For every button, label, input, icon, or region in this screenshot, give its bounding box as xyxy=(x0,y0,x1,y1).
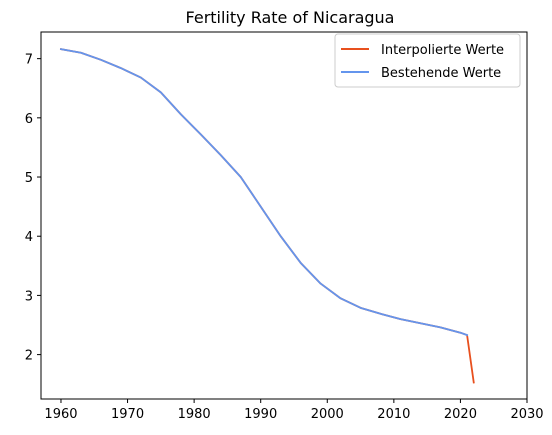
plot-frame xyxy=(40,31,528,400)
x-tick-label: 2030 xyxy=(510,407,543,422)
x-tick-label: 1970 xyxy=(111,407,144,422)
series-line-bestehende-werte xyxy=(59,48,469,337)
x-tick-label: 2020 xyxy=(444,407,477,422)
y-tick-label: 5 xyxy=(25,171,33,186)
y-tick-label: 6 xyxy=(25,112,33,127)
x-tick-label: 2010 xyxy=(377,407,410,422)
x-tick-label: 1960 xyxy=(44,407,77,422)
legend-label-interpolierte-werte: Interpolierte Werte xyxy=(381,43,504,58)
legend-box xyxy=(334,33,521,88)
legend: Interpolierte Werte Bestehende Werte xyxy=(334,33,521,88)
x-tick-label: 1990 xyxy=(244,407,277,422)
plot-area xyxy=(59,48,475,384)
legend-label-bestehende-werte: Bestehende Werte xyxy=(381,66,501,81)
y-tick-label: 3 xyxy=(25,289,33,304)
axes: 1960 1970 1980 1990 2000 2010 2020 2030 2 3 4 5 6 7 xyxy=(25,31,544,422)
x-tick-label: 1980 xyxy=(178,407,211,422)
x-tick-label: 2000 xyxy=(311,407,344,422)
y-tick-label: 7 xyxy=(25,53,33,68)
y-tick-label: 2 xyxy=(25,349,33,364)
y-tick-label: 4 xyxy=(25,230,33,245)
chart-title: Fertility Rate of Nicaragua xyxy=(186,8,395,27)
